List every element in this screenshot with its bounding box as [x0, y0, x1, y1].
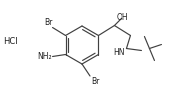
- Text: Br: Br: [91, 77, 99, 85]
- Text: NH₂: NH₂: [37, 52, 52, 61]
- Text: OH: OH: [117, 13, 128, 22]
- Text: Br: Br: [44, 18, 53, 27]
- Text: HCl: HCl: [3, 36, 17, 45]
- Text: HN: HN: [114, 48, 125, 57]
